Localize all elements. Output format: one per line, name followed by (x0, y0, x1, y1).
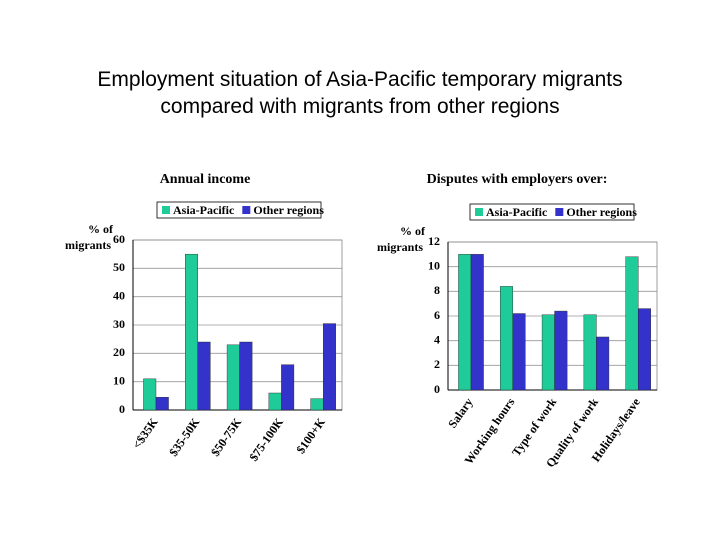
bar (281, 364, 295, 411)
y-tick-label: 6 (434, 308, 440, 322)
legend-label: Other regions (253, 203, 324, 217)
y-axis-label: migrants (377, 240, 423, 254)
y-tick-label: 10 (428, 258, 440, 272)
legend-label: Asia-Pacific (173, 203, 235, 217)
y-tick-label: 0 (434, 382, 440, 396)
x-tick-label: $75-100K (246, 415, 286, 464)
bar (143, 378, 157, 411)
bar (637, 308, 651, 391)
y-axis-label: % of (88, 222, 114, 236)
legend-swatch (242, 206, 251, 214)
legend-box (156, 201, 322, 219)
bar (226, 344, 240, 411)
y-tick-label: 30 (113, 317, 125, 331)
bar (541, 314, 555, 391)
bar (310, 398, 324, 411)
bar (583, 314, 597, 391)
legend-label: Asia-Pacific (486, 205, 548, 219)
x-tick-label: $100+K (293, 415, 328, 456)
bar (458, 254, 472, 391)
y-tick-label: 0 (119, 402, 125, 416)
bar (554, 310, 568, 391)
y-tick-label: 20 (113, 345, 125, 359)
y-tick-label: 40 (113, 288, 125, 302)
bar (470, 254, 484, 391)
chart-title: Disputes with employers over: (427, 172, 608, 187)
bar (512, 313, 526, 391)
bar (155, 397, 169, 411)
x-tick-label: Salary (445, 395, 476, 430)
y-tick-label: 12 (428, 234, 440, 248)
x-tick-label: $50-75K (208, 415, 245, 459)
bar (500, 286, 513, 391)
bar (268, 392, 282, 411)
legend-box (469, 203, 635, 221)
bar (197, 341, 211, 411)
bar (596, 336, 610, 391)
chart-title: Annual income (160, 172, 251, 187)
y-tick-label: 50 (113, 260, 125, 274)
bar (625, 256, 639, 391)
legend-swatch (555, 208, 564, 216)
bar (322, 323, 336, 411)
y-tick-label: 10 (113, 373, 125, 387)
y-tick-label: 4 (434, 332, 440, 346)
y-tick-label: 60 (113, 232, 125, 246)
x-tick-label: <$35K (130, 415, 161, 452)
y-axis-label: % of (400, 224, 426, 238)
x-tick-label: $35-50K (166, 415, 203, 459)
slide-title: Employment situation of Asia-Pacific tem… (97, 68, 623, 118)
bar (185, 253, 198, 411)
legend-label: Other regions (566, 205, 637, 219)
y-tick-label: 8 (434, 283, 440, 297)
legend-swatch (162, 206, 170, 214)
y-axis-label: migrants (65, 238, 111, 252)
y-tick-label: 2 (434, 357, 440, 371)
bar (239, 341, 253, 411)
legend-swatch (475, 208, 483, 216)
